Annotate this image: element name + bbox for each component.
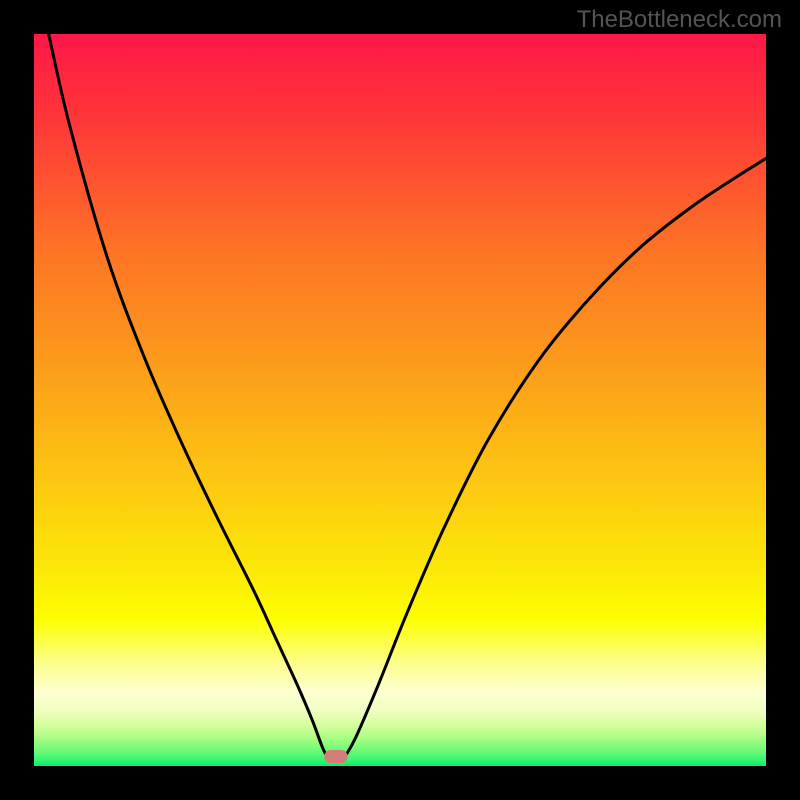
bottleneck-marker bbox=[324, 750, 347, 763]
plot-svg bbox=[34, 34, 766, 766]
watermark-text: TheBottleneck.com bbox=[577, 6, 782, 34]
plot-area bbox=[34, 34, 766, 766]
chart-frame: TheBottleneck.com bbox=[0, 0, 800, 800]
gradient-background bbox=[34, 34, 766, 766]
